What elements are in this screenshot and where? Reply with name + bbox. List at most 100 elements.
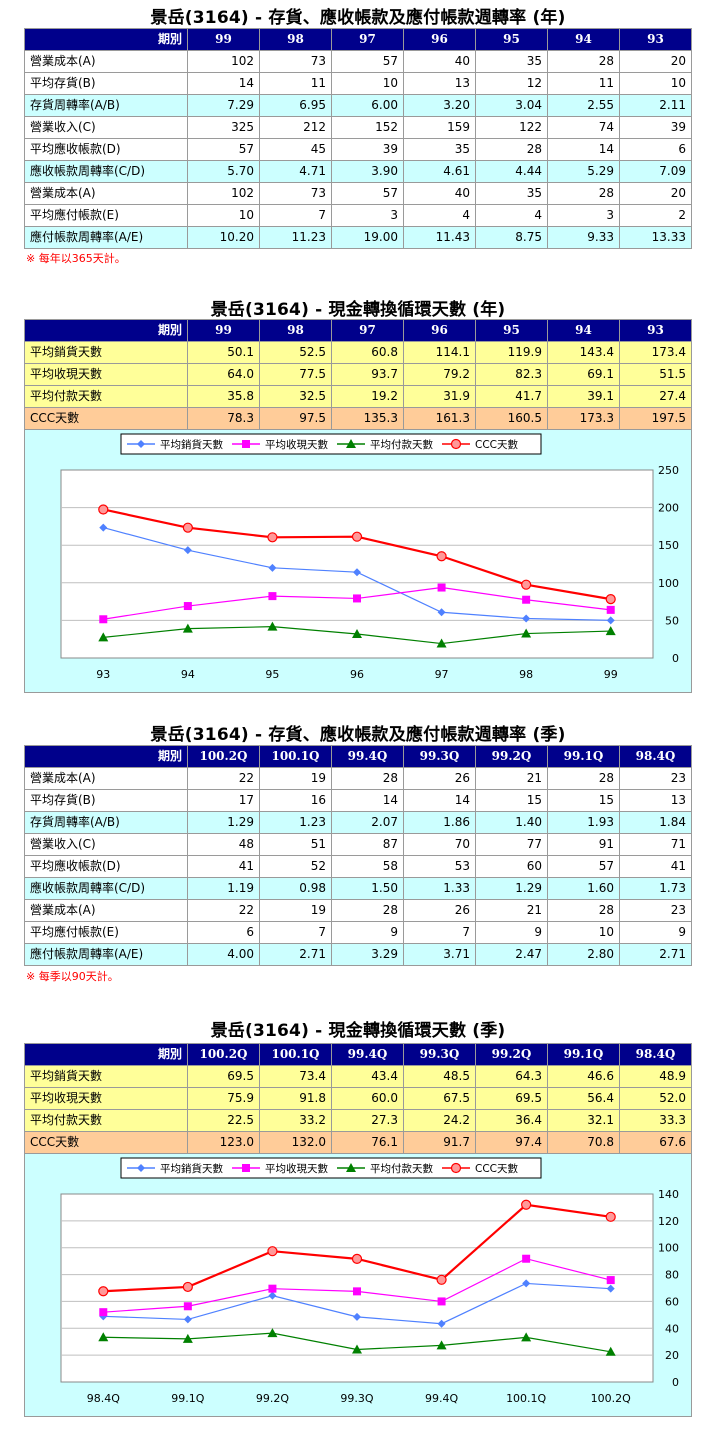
data-point <box>351 531 363 542</box>
table-cell: 160.5 <box>475 407 548 430</box>
table-cell: 57 <box>547 855 620 878</box>
table-row: 平均付款天數 35.8 32.5 19.2 31.9 41.7 39.1 27.4 <box>24 385 692 408</box>
row-label: 營業成本(A) <box>24 50 188 73</box>
table-cell: 58 <box>331 855 404 878</box>
data-point <box>436 1274 447 1285</box>
table-cell: 41.7 <box>475 385 548 408</box>
table-cell: 16 <box>259 789 332 812</box>
table-cell: 161.3 <box>403 407 476 430</box>
table-cell: 2.71 <box>259 943 332 966</box>
table-cell: 53 <box>403 855 476 878</box>
data-point <box>522 595 531 604</box>
table-cell: 19.00 <box>331 226 404 249</box>
data-point <box>268 592 277 601</box>
table-row: 應收帳款周轉率(C/D) 5.70 4.71 3.90 4.61 4.44 5.29 7.09 <box>24 160 692 183</box>
table-cell: 1.19 <box>187 877 260 900</box>
table-cell: 10 <box>187 204 260 227</box>
data-point <box>605 594 616 605</box>
data-point <box>353 1287 361 1296</box>
table-cell: 197.5 <box>619 407 692 430</box>
data-point <box>521 1332 532 1342</box>
table-cell: 2.47 <box>475 943 548 966</box>
data-point <box>268 1291 277 1300</box>
series-diamond <box>99 1279 615 1328</box>
period-header: 98 <box>259 28 332 51</box>
row-label: 平均付款天數 <box>24 385 188 408</box>
table-cell: 0.98 <box>259 877 332 900</box>
legend-marker <box>137 440 145 448</box>
annual-ccc-chart: 0 50 100 150 200 250 93 94 95 96 97 98 99 平均銷貨天數 平均收現天… <box>24 429 692 693</box>
table-cell: 9 <box>331 921 404 944</box>
table-cell: 123.0 <box>187 1131 260 1154</box>
table-cell: 2.55 <box>547 94 620 117</box>
table-cell: 3.20 <box>403 94 476 117</box>
table-cell: 52.0 <box>619 1087 692 1110</box>
table-cell: 14 <box>547 138 620 161</box>
period-header: 99.4Q <box>331 1043 404 1066</box>
y-tick-label: 20 <box>665 1349 679 1362</box>
table-row: 平均應收帳款(D) 41 52 58 53 60 57 41 <box>24 855 692 878</box>
data-point <box>99 523 108 532</box>
table-cell: 3.29 <box>331 943 404 966</box>
table-cell: 11 <box>547 72 620 95</box>
table-cell: 1.73 <box>619 877 692 900</box>
period-header: 98.4Q <box>619 745 692 768</box>
data-point <box>183 546 192 555</box>
period-header: 94 <box>547 319 620 342</box>
table-cell: 73.4 <box>259 1065 332 1088</box>
table-cell: 43.4 <box>331 1065 404 1088</box>
table-cell: 33.2 <box>259 1109 332 1132</box>
y-tick-label: 250 <box>658 464 679 477</box>
annual-note: ※ 每年以365天計。 <box>26 252 126 265</box>
table-cell: 17 <box>187 789 260 812</box>
data-point <box>436 1340 447 1350</box>
row-label: 應付帳款周轉率(A/E) <box>24 943 188 966</box>
table-cell: 9 <box>619 921 692 944</box>
series-circle <box>98 1199 616 1297</box>
y-tick-label: 150 <box>658 539 679 552</box>
data-point <box>183 1302 192 1311</box>
legend-marker <box>346 439 356 448</box>
data-point <box>436 638 447 648</box>
table-cell: 2.71 <box>619 943 692 966</box>
data-point <box>183 1315 192 1324</box>
table-row: 平均應付帳款(E) 6 7 9 7 9 10 9 <box>24 921 692 944</box>
table-cell: 13.33 <box>619 226 692 249</box>
data-point <box>182 623 193 633</box>
table-cell: 4.00 <box>187 943 260 966</box>
data-point <box>183 602 192 611</box>
table-cell: 7.09 <box>619 160 692 183</box>
table-cell: 1.93 <box>547 811 620 834</box>
table-cell: 23 <box>619 899 692 922</box>
data-point <box>437 1297 446 1306</box>
period-header: 94 <box>547 28 620 51</box>
table-cell: 32.5 <box>259 385 332 408</box>
legend: 平均銷貨天數 平均收現天數 平均付款天數 CCC天數 <box>120 433 542 455</box>
table-cell: 24.2 <box>403 1109 476 1132</box>
period-header: 98 <box>259 319 332 342</box>
table-cell: 35 <box>403 138 476 161</box>
table-cell: 51.5 <box>619 363 692 386</box>
table-cell: 64.0 <box>187 363 260 386</box>
data-point <box>437 1319 446 1328</box>
table-cell: 1.33 <box>403 877 476 900</box>
x-tick-label: 98 <box>519 668 533 681</box>
table-cell: 22 <box>187 767 260 790</box>
table-cell: 7.29 <box>187 94 260 117</box>
table-cell: 70.8 <box>547 1131 620 1154</box>
y-tick-label: 40 <box>665 1322 679 1335</box>
x-tick-label: 100.1Q <box>506 1392 546 1405</box>
data-point <box>436 551 447 562</box>
y-tick-label: 60 <box>665 1295 679 1308</box>
row-label: 營業收入(C) <box>24 116 188 139</box>
table-cell: 45 <box>259 138 332 161</box>
table-cell: 39.1 <box>547 385 620 408</box>
table-cell: 10 <box>619 72 692 95</box>
legend-label: 平均銷貨天數 <box>160 1162 223 1175</box>
table-row: 應收帳款周轉率(C/D) 1.19 0.98 1.50 1.33 1.29 1.60 1.73 <box>24 877 692 900</box>
table-cell: 13 <box>403 72 476 95</box>
table-cell: 33.3 <box>619 1109 692 1132</box>
table-cell: 173.3 <box>547 407 620 430</box>
table-cell: 7 <box>259 921 332 944</box>
table-cell: 91.7 <box>403 1131 476 1154</box>
